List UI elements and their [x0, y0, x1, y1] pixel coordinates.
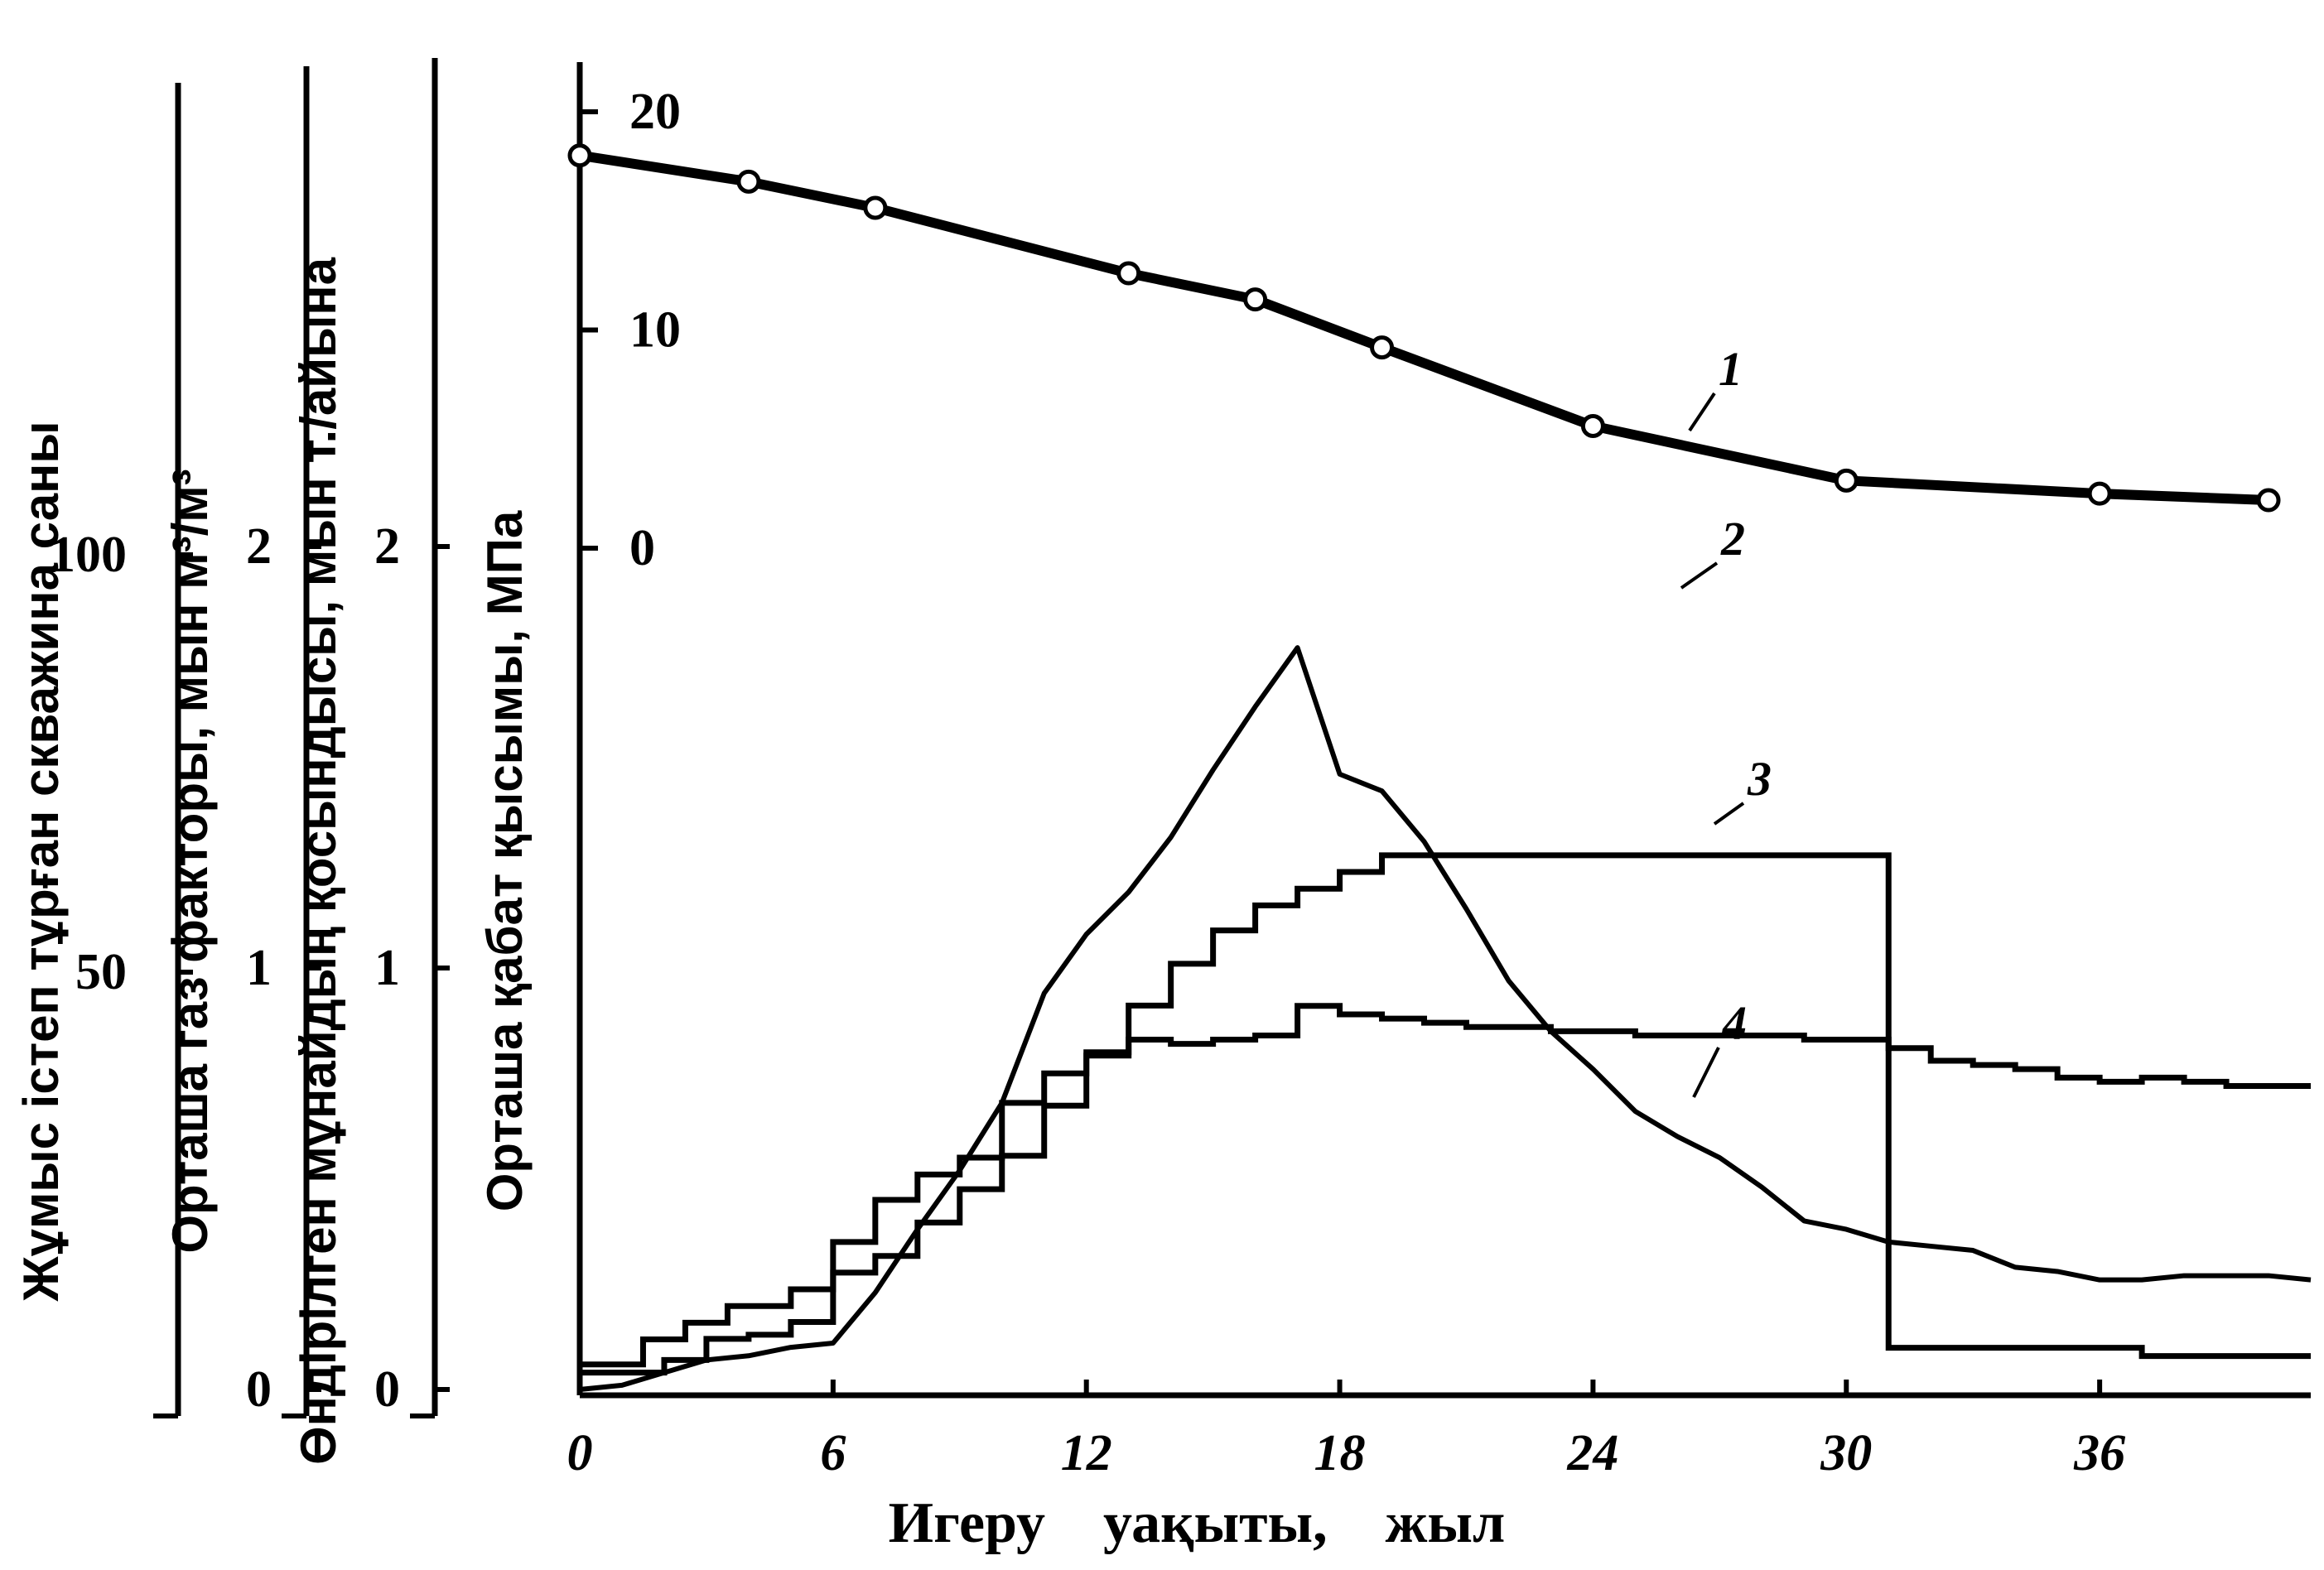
y-tick-label-4-1: 10	[629, 302, 681, 359]
series-1-point-2	[863, 195, 888, 220]
y-tick-label-3-0: 0	[374, 1361, 400, 1418]
y-tick-label-3-2: 2	[374, 518, 400, 575]
curve-label-leader-1	[1688, 392, 1716, 432]
y-tick-label-2-0: 0	[246, 1361, 272, 1418]
curve-label-3: 3	[1747, 752, 1772, 806]
axes	[153, 58, 2311, 1418]
x-tick-label-1: 6	[820, 1425, 846, 1481]
y-tick-label-4-2: 20	[629, 84, 681, 140]
series-1-point-4	[1243, 287, 1268, 312]
x-tick-label-3: 18	[1314, 1425, 1366, 1481]
series-1-point-0	[567, 143, 592, 168]
x-tick-label-5: 30	[1820, 1425, 1872, 1481]
series-4-line	[579, 645, 2312, 1392]
plot-area	[567, 143, 2312, 1392]
series-2-line	[580, 852, 2311, 1368]
series-1-line	[579, 150, 2269, 506]
curve-label-leader-3	[1713, 802, 1745, 826]
series-1-point-1	[736, 169, 761, 194]
y-axis-title-2: Орташа газ факторы, мын м³/м³	[162, 469, 218, 1253]
y-tick-label-4-0: 0	[629, 520, 655, 576]
series-1-point-9	[2256, 488, 2281, 513]
y-axis-title-3: Өндірілген мұнайдың қосындысы, мын т./ай…	[291, 257, 346, 1465]
y-tick-label-1-0: 50	[75, 944, 127, 1000]
x-axis-title: Игеру уақыты, жыл	[889, 1491, 1506, 1555]
x-tick-label-6: 36	[2073, 1425, 2125, 1481]
y-tick-label-1-1: 100	[50, 527, 127, 583]
series-3-line	[580, 1003, 2311, 1376]
y-tick-label-3-1: 1	[374, 940, 400, 996]
y-tick-label-2-2: 2	[246, 518, 272, 575]
x-tick-label-0: 0	[567, 1425, 593, 1481]
x-tick-label-4: 24	[1566, 1425, 1618, 1481]
series-1-point-7	[1834, 468, 1859, 493]
curve-label-4: 4	[1722, 996, 1747, 1050]
x-tick-label-2: 12	[1061, 1425, 1112, 1481]
series-1-point-8	[2087, 481, 2112, 506]
y-tick-label-2-1: 1	[246, 940, 272, 996]
series-1-point-6	[1580, 413, 1605, 438]
series-1-point-5	[1370, 335, 1395, 360]
curve-label-leader-2	[1680, 561, 1719, 590]
curve-label-1: 1	[1719, 342, 1743, 396]
curve-label-2: 2	[1720, 512, 1745, 566]
y-axis-title-4: Орташа қабат қысымы, МПа	[477, 510, 533, 1211]
curve-label-leader-4	[1692, 1047, 1720, 1098]
series-1-point-3	[1116, 261, 1141, 286]
y-axis-title-1: Жұмыс істеп тұрған скважина саны	[13, 421, 69, 1302]
